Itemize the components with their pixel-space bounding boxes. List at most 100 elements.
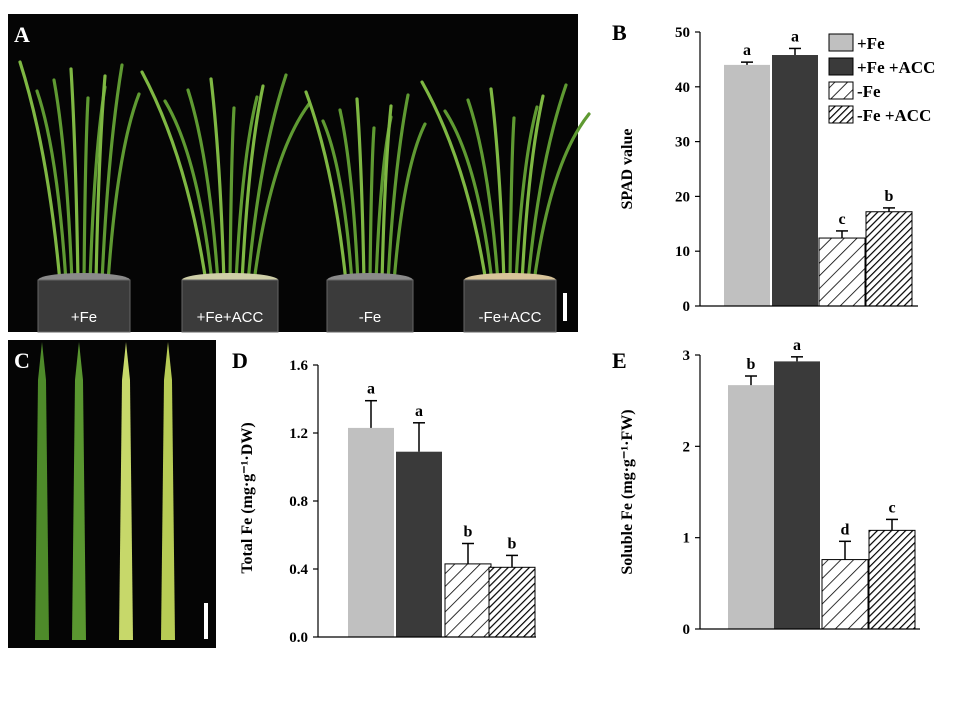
- legend-swatch-3: [828, 81, 854, 100]
- y-tick-label-d-3: 1.2: [289, 426, 308, 442]
- panel-letter-e: E: [612, 348, 627, 373]
- rice-leaf-1-4: [69, 67, 80, 284]
- bar-e-3: [821, 559, 869, 630]
- rice-leaf-3-9: [392, 122, 427, 284]
- bar-e-4: [868, 529, 916, 630]
- y-tick-label-b-4: 40: [675, 80, 690, 96]
- y-tick-label-b-3: 30: [675, 135, 690, 151]
- significance-label-b-4: b: [885, 188, 894, 205]
- legend: +Fe +Fe +ACC -Fe -Fe +ACC: [828, 33, 935, 125]
- chart-panel-d: D a a b b 0.0 0.4 0.8 1.2 1.6 Total Fe (mg·g⁻¹·DW…: [232, 348, 536, 646]
- bar-d-3: [444, 563, 492, 638]
- legend-swatch-2: [828, 57, 854, 76]
- panel-letter-c: C: [14, 348, 30, 373]
- rice-leaf-4-8: [526, 83, 568, 284]
- panel-letter-b: B: [612, 20, 627, 45]
- y-tick-label-d-4: 1.6: [289, 358, 308, 374]
- rice-leaf-2-9: [252, 102, 311, 284]
- y-tick-label-e-0: 0: [683, 622, 691, 638]
- scale-bar-a: [563, 293, 567, 321]
- photo-caption-minus-fe: -Fe: [359, 309, 382, 326]
- photo-caption-plus-fe: +Fe: [71, 309, 97, 326]
- legend-swatch-1: [828, 33, 854, 52]
- y-tick-label-b-5: 50: [675, 25, 690, 41]
- rice-leaf-2-4: [209, 77, 226, 284]
- rice-leaf-2-1: [140, 70, 208, 284]
- significance-label-b-1: a: [743, 42, 751, 59]
- bar-d-1: [348, 427, 394, 637]
- significance-label-e-1: b: [747, 356, 756, 373]
- pot-3: [326, 279, 414, 333]
- y-axis-title-b: SPAD value: [619, 128, 636, 209]
- rice-leaf-4-5: [508, 116, 516, 284]
- rice-leaf-3-4: [355, 97, 366, 284]
- rice-leaf-4-9: [532, 112, 591, 284]
- rice-leaf-3-8: [386, 93, 410, 284]
- bar-d-4: [488, 566, 536, 638]
- y-tick-label-b-0: 0: [683, 299, 691, 315]
- leaf-blade-2: [72, 342, 86, 640]
- rice-leaf-2-2: [163, 99, 214, 284]
- rice-leaf-4-4: [489, 87, 506, 284]
- rice-leaf-2-3: [186, 88, 220, 284]
- rice-leaf-1-5: [82, 96, 90, 284]
- significance-label-e-4: c: [888, 499, 895, 516]
- rice-leaf-4-6: [514, 105, 539, 284]
- rice-leaf-1-8: [100, 63, 124, 284]
- rice-leaf-4-3: [466, 98, 500, 284]
- pot-4: [463, 279, 557, 333]
- rice-leaf-1-7: [94, 74, 107, 284]
- legend-swatch-4: [828, 105, 854, 124]
- photo-panel-c: C: [8, 340, 216, 648]
- bar-b-2: [772, 55, 818, 307]
- rice-leaf-3-2: [321, 119, 354, 284]
- significance-label-d-2: a: [415, 403, 423, 420]
- rice-leaf-2-7: [240, 84, 265, 284]
- y-tick-label-e-3: 3: [683, 348, 691, 364]
- y-axis-title-d: Total Fe (mg·g⁻¹·DW): [239, 422, 256, 573]
- y-tick-label-d-1: 0.4: [289, 562, 308, 578]
- rice-leaf-4-1: [420, 80, 488, 284]
- photo-panel-a: A +Fe +Fe+ACC -Fe -Fe+ACC: [8, 14, 591, 333]
- bar-b-1: [724, 64, 770, 306]
- legend-label-4: -Fe +ACC: [857, 106, 931, 125]
- rice-leaf-4-7: [520, 94, 545, 284]
- y-tick-label-b-1: 10: [675, 244, 690, 260]
- rice-leaf-2-8: [246, 73, 288, 284]
- rice-leaf-1-3: [52, 78, 74, 284]
- rice-leaf-4-2: [443, 109, 494, 284]
- bar-e-1: [728, 385, 774, 629]
- significance-label-b-2: a: [791, 28, 799, 45]
- significance-label-e-3: d: [841, 521, 850, 538]
- significance-label-b-3: c: [838, 211, 845, 228]
- rice-leaf-3-3: [338, 108, 360, 284]
- leaf-blade-3: [119, 342, 133, 640]
- rice-plants-photo: [18, 60, 591, 333]
- rice-leaf-1-1: [18, 60, 62, 284]
- photo-caption-minus-fe-acc: -Fe+ACC: [479, 309, 542, 326]
- bar-d-2: [396, 451, 442, 637]
- pot-2: [181, 279, 279, 333]
- y-tick-label-e-1: 1: [683, 531, 691, 547]
- panel-letter-d: D: [232, 348, 248, 373]
- legend-label-2: +Fe +ACC: [857, 58, 935, 77]
- significance-label-d-1: a: [367, 381, 375, 398]
- significance-label-d-4: b: [508, 535, 517, 552]
- bar-b-3: [818, 237, 866, 307]
- rice-leaf-2-5: [228, 106, 236, 284]
- legend-label-1: +Fe: [857, 34, 885, 53]
- significance-label-d-3: b: [464, 524, 473, 541]
- y-tick-label-b-2: 20: [675, 189, 690, 205]
- pot-1: [37, 279, 131, 333]
- chart-panel-b: B a a c b 0 10 20 30 40 50 SPAD value: [612, 20, 918, 315]
- y-tick-label-d-2: 0.8: [289, 494, 308, 510]
- leaf-blade-1: [35, 342, 49, 640]
- leaf-blades-photo: [35, 342, 175, 640]
- rice-leaf-1-2: [35, 89, 68, 284]
- rice-leaf-3-5: [368, 126, 376, 284]
- scale-bar-c: [204, 603, 208, 639]
- panel-letter-a: A: [14, 22, 30, 47]
- photo-caption-plus-fe-acc: +Fe+ACC: [197, 309, 264, 326]
- leaf-blade-4: [161, 342, 175, 640]
